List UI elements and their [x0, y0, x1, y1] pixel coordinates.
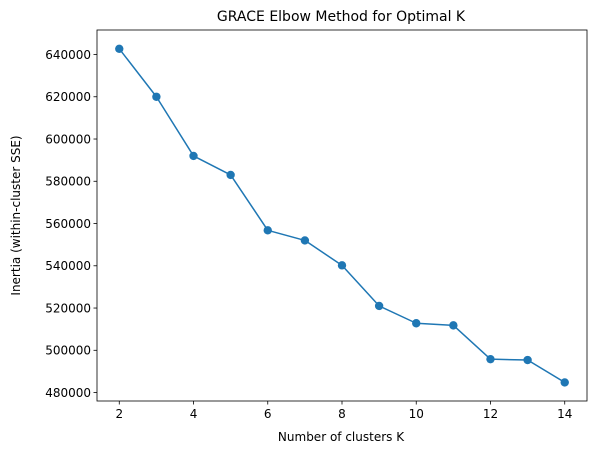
y-tick-label: 520000 [45, 301, 91, 315]
data-point [374, 301, 384, 311]
y-axis-label: Inertia (within-cluster SSE) [9, 135, 23, 295]
y-tick-label: 620000 [45, 90, 91, 104]
y-tick-label: 600000 [45, 132, 91, 146]
data-point [189, 151, 198, 161]
data-point [152, 92, 161, 101]
x-tick-label: 8 [338, 407, 346, 421]
y-tick-label: 480000 [45, 386, 91, 400]
data-point [226, 170, 235, 180]
chart-title: GRACE Elbow Method for Optimal K [217, 9, 466, 25]
plot-area [115, 44, 569, 387]
x-tick-label: 4 [190, 407, 198, 421]
y-tick-label: 560000 [45, 217, 91, 231]
data-point [486, 354, 495, 364]
y-tick-label: 640000 [45, 48, 91, 62]
data-point [560, 378, 569, 387]
x-tick-label: 12 [483, 407, 498, 421]
y-tick-label: 580000 [45, 175, 91, 189]
x-tick-label: 14 [557, 407, 572, 421]
x-tick-label: 10 [409, 407, 424, 421]
data-point [300, 236, 310, 245]
data-point [523, 355, 532, 365]
data-point [337, 261, 347, 270]
x-axis-label: Number of clusters K [278, 430, 405, 444]
data-point [115, 44, 124, 54]
data-point [449, 321, 458, 330]
y-tick-label: 540000 [45, 259, 91, 273]
data-point [412, 319, 421, 328]
y-tick-label: 500000 [45, 344, 91, 358]
x-tick-label: 6 [264, 407, 272, 421]
x-tick-label: 2 [115, 407, 123, 421]
data-point [263, 226, 272, 235]
